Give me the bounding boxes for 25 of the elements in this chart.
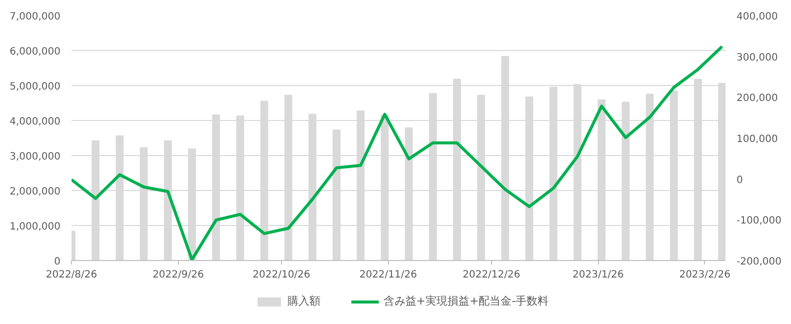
- y-tick-label: 5,000,000: [10, 82, 61, 92]
- x-tick-label: 2022/8/26: [46, 270, 98, 280]
- x-tick-label: 2023/2/26: [679, 270, 730, 280]
- x-tick-label: 2022/12/26: [462, 270, 520, 280]
- legend-label: 含み益+実現損益+配当金-手数料: [383, 294, 549, 308]
- y2-tick-label: -100,000: [736, 216, 782, 227]
- x-tick-label: 2022/9/26: [152, 270, 204, 280]
- y-tick-label: 2,000,000: [10, 186, 61, 198]
- y2-tick-label: 400,000: [736, 12, 778, 22]
- y-tick-label: 4,000,000: [10, 116, 61, 128]
- y2-tick-label: 300,000: [736, 52, 778, 64]
- y-tick-label: 1,000,000: [10, 222, 61, 232]
- y2-tick-label: 200,000: [736, 93, 778, 104]
- y-tick-label: 0: [54, 256, 61, 268]
- y2-tick-label: -200,000: [736, 256, 782, 268]
- legend-label: 購入額: [287, 294, 320, 308]
- line-series: [72, 45, 724, 260]
- x-tick-label: 2023/1/26: [572, 270, 624, 280]
- y-tick-label: 6,000,000: [10, 46, 61, 58]
- x-tick-label: 2022/10/26: [252, 270, 310, 280]
- y2-tick-label: 0: [736, 174, 743, 186]
- y-tick-label: 3,000,000: [10, 152, 61, 162]
- y-tick-label: 7,000,000: [10, 12, 61, 22]
- y2-tick-label: 100,000: [736, 134, 778, 145]
- x-tick-label: 2022/11/26: [359, 270, 417, 280]
